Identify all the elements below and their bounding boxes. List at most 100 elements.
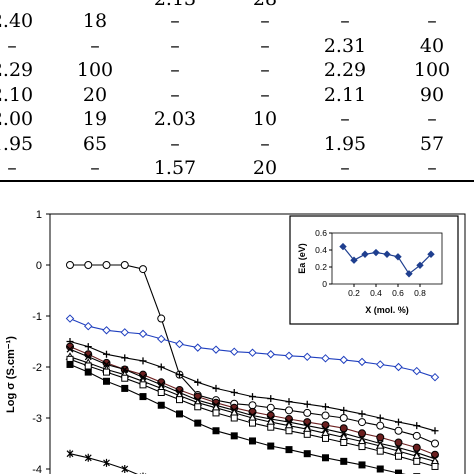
data-point — [65, 314, 75, 323]
data-point — [376, 433, 385, 442]
data-point — [431, 439, 439, 448]
table-cell-r7-c2: 1.57 — [153, 157, 197, 179]
data-point — [157, 314, 166, 323]
plot-frame — [49, 213, 466, 474]
table-cell-r4-c0: 2.10 — [0, 84, 34, 106]
table-cell-r2-c2: – — [170, 35, 180, 57]
data-point — [66, 360, 74, 368]
data-point — [372, 248, 380, 257]
table-cell-r6-c4: 1.95 — [323, 133, 367, 155]
data-point — [102, 326, 111, 335]
data-point — [84, 362, 92, 370]
data-point — [303, 450, 311, 458]
data-point — [230, 432, 238, 440]
data-point — [211, 345, 221, 354]
data-point — [121, 465, 129, 473]
data-point — [376, 447, 384, 455]
data-point — [84, 343, 92, 351]
inset-y-axis-label: Ea (eV) — [297, 243, 307, 274]
data-point — [350, 256, 358, 264]
data-point — [139, 393, 147, 401]
table-cell-r3-c4: 2.29 — [323, 59, 367, 81]
data-point — [84, 321, 93, 331]
table-cell-r4-c1: 20 — [82, 84, 108, 106]
y-tick-label: -3 — [32, 413, 42, 425]
inset-y-tick-label: 0.6 — [315, 228, 327, 238]
data-point — [361, 250, 369, 258]
series-layer — [65, 261, 440, 474]
series-3 — [66, 338, 439, 435]
data-point — [249, 393, 256, 401]
data-point — [230, 347, 239, 356]
inset-x-tick-label: 0.8 — [414, 288, 426, 298]
data-point — [176, 410, 183, 418]
table-cell-r3-c1: 100 — [76, 59, 114, 81]
data-point — [157, 401, 165, 409]
inset-x-tick-label: 0.4 — [370, 288, 382, 298]
data-point — [339, 414, 348, 422]
data-point — [139, 265, 147, 274]
data-point — [394, 253, 402, 261]
table-cell-r2-c3: – — [260, 35, 270, 57]
table-cell-r2-c1: – — [90, 35, 100, 57]
data-point — [412, 443, 421, 452]
data-point — [376, 360, 385, 369]
data-point — [157, 363, 165, 371]
data-point — [413, 457, 421, 465]
inset-series-1 — [339, 242, 435, 278]
data-point — [103, 368, 110, 376]
table-cell-r2-c5: 40 — [419, 35, 445, 57]
data-point — [194, 403, 202, 411]
inset-plot-area — [331, 232, 443, 285]
data-point — [230, 389, 238, 396]
data-point — [267, 442, 275, 450]
data-point — [303, 352, 312, 362]
y-axis-label: Log σ (S.cm⁻¹) — [5, 336, 17, 413]
inset-y-tick-label: 0.4 — [315, 245, 327, 255]
series-2 — [65, 314, 440, 382]
data-point — [121, 354, 129, 362]
data-point — [431, 462, 439, 470]
table-cell-r1-c3: – — [260, 10, 270, 32]
data-point — [249, 419, 256, 427]
y-tick-label: -1 — [32, 311, 42, 323]
data-point — [339, 355, 348, 365]
data-point — [321, 354, 330, 363]
table-cell-r3-c5: 100 — [413, 59, 451, 81]
data-point — [395, 469, 402, 474]
data-point — [340, 457, 348, 465]
data-point — [395, 452, 402, 460]
table-cell-r6-c3: – — [260, 133, 270, 155]
data-point — [358, 429, 366, 438]
table-cell-r3-c0: 2.29 — [0, 59, 34, 81]
data-point — [383, 250, 391, 258]
table-cell-r5-c3: 10 — [252, 108, 278, 130]
table-cell-r6-c2: – — [170, 133, 180, 155]
data-point — [412, 366, 421, 376]
table-cell-r7-c5: – — [427, 157, 437, 179]
data-point — [358, 443, 366, 451]
data-point — [267, 395, 275, 403]
data-point — [66, 345, 74, 353]
data-point — [394, 362, 403, 372]
data-point — [394, 426, 403, 435]
table-cell-r6-c5: 57 — [419, 133, 445, 155]
data-point — [412, 431, 421, 440]
inset-y-tick-label: 0 — [322, 279, 327, 289]
inset-x-tick-label: 0.6 — [392, 288, 404, 298]
table-cell-r5-c5: – — [427, 108, 437, 130]
y-axis: 1 0 -1 -2 -3 -4 — [32, 209, 50, 474]
data-point — [285, 427, 293, 435]
data-point — [121, 384, 129, 392]
data-point — [102, 261, 111, 269]
data-point — [84, 261, 93, 269]
data-table: 2.13282.4018––––––––2.31402.29100––2.291… — [0, 0, 474, 188]
table-cell-r1-c1: 18 — [82, 10, 108, 32]
data-point — [284, 351, 294, 360]
data-point — [413, 422, 421, 430]
table-bottom-rule — [0, 180, 474, 182]
table-cell-r5-c0: 2.00 — [0, 108, 34, 130]
data-point — [193, 343, 202, 352]
data-point — [285, 398, 293, 406]
table-cell-r1-c4: – — [340, 10, 350, 32]
